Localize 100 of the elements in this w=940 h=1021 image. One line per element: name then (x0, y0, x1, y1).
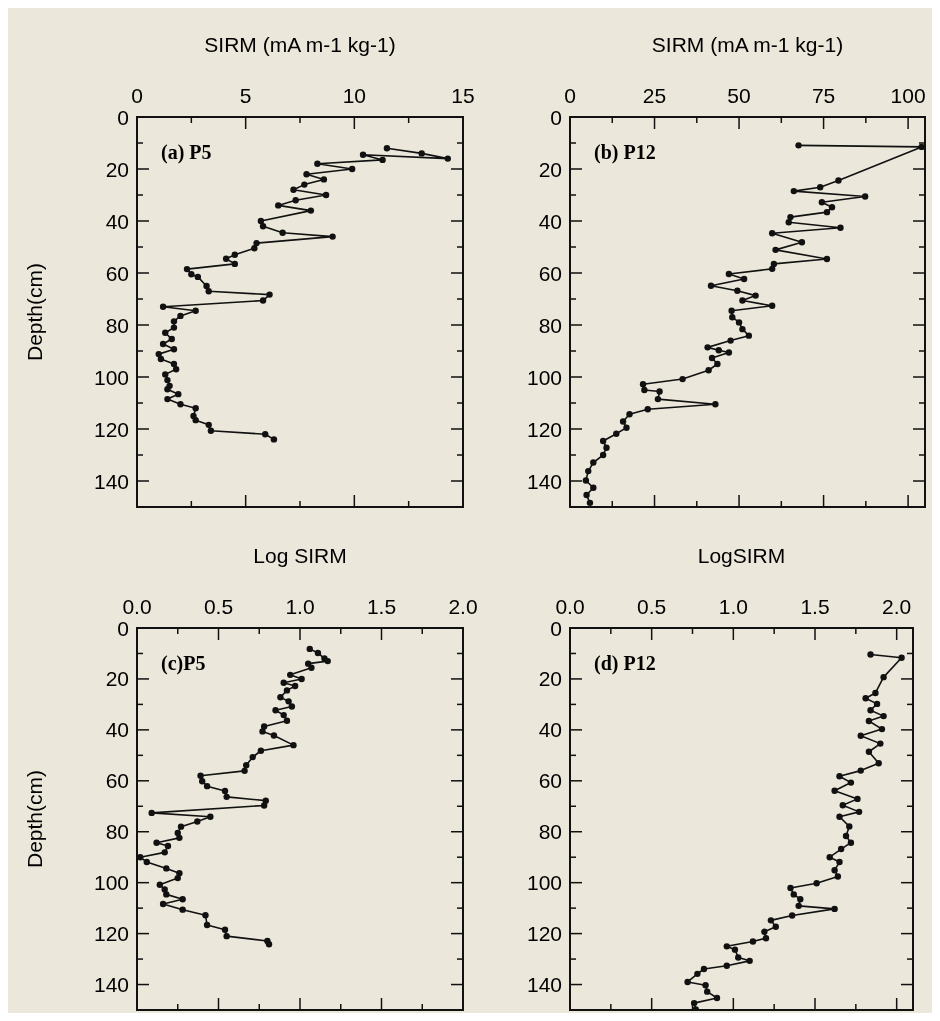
point (241, 767, 248, 775)
point (348, 165, 356, 173)
point (740, 275, 748, 283)
point (656, 388, 663, 395)
text: (b) P12 (594, 141, 656, 164)
y-tick-label: 140 (93, 469, 129, 493)
point (762, 934, 770, 942)
y-tick-label: 60 (105, 261, 129, 285)
point (790, 891, 797, 898)
point (306, 645, 313, 653)
point (283, 687, 291, 694)
point (168, 335, 175, 343)
point (202, 912, 209, 919)
point (308, 664, 315, 671)
point (159, 303, 167, 310)
x-tick-label: 1.5 (366, 595, 397, 618)
point (842, 832, 850, 840)
y-tick-label: 20 (538, 157, 562, 181)
point (283, 717, 291, 724)
point (768, 265, 776, 273)
point (322, 191, 330, 199)
y-tick-label: 40 (538, 209, 562, 233)
point (223, 932, 230, 940)
y-tick-label: 60 (105, 769, 129, 793)
point (707, 282, 715, 289)
point (320, 176, 328, 183)
point (314, 649, 322, 657)
x-axis-title: Log SIRM (253, 544, 347, 567)
y-tick-label: 80 (105, 313, 129, 337)
point (712, 401, 719, 408)
point (639, 381, 647, 388)
point (301, 181, 308, 188)
point (831, 866, 838, 874)
point (836, 813, 843, 820)
point (619, 418, 627, 425)
point (163, 891, 170, 898)
point (816, 184, 824, 191)
point (176, 834, 183, 842)
y-tick-label: 140 (93, 973, 129, 997)
point (795, 142, 802, 149)
point (583, 491, 590, 499)
x-axis-title: SIRM (mA m-1 kg-1) (651, 33, 844, 56)
point (865, 717, 873, 725)
point (222, 255, 230, 262)
point (613, 430, 620, 437)
point (444, 155, 451, 162)
point (275, 202, 282, 209)
point (836, 858, 843, 866)
point (818, 199, 826, 206)
point (205, 288, 212, 295)
point (798, 239, 806, 246)
x-tick-label: 0 (564, 84, 576, 107)
point (280, 679, 287, 686)
point (585, 467, 592, 475)
point (257, 747, 265, 754)
point (272, 707, 279, 714)
x-tick-label: 0.0 (122, 595, 152, 618)
x-tick-label: 75 (811, 84, 836, 107)
point (259, 297, 267, 304)
point (307, 207, 315, 214)
y-tick-label: 0 (117, 616, 129, 640)
text: (c)P5 (161, 652, 206, 675)
point (837, 845, 845, 853)
point (785, 219, 792, 226)
point (872, 689, 879, 697)
point (164, 376, 171, 384)
point (875, 760, 882, 767)
point (231, 251, 238, 258)
y-tick-label: 20 (105, 667, 129, 691)
y-tick-label: 60 (538, 769, 562, 793)
y-tick-label: 120 (526, 417, 562, 441)
point (865, 748, 873, 755)
point (694, 970, 701, 978)
point (878, 725, 886, 733)
point (379, 156, 386, 164)
point (280, 711, 287, 719)
point (582, 477, 590, 484)
point (418, 150, 425, 157)
x-axis-title: LogSIRM (697, 544, 786, 567)
point (243, 762, 250, 769)
point (735, 954, 742, 961)
y-tick-label: 80 (538, 313, 562, 337)
point (183, 265, 191, 273)
point (159, 900, 167, 908)
point (603, 444, 610, 451)
point (599, 437, 607, 445)
y-tick-label: 20 (105, 157, 129, 181)
point (723, 962, 730, 969)
point (170, 345, 178, 353)
point (831, 905, 838, 913)
point (188, 271, 195, 278)
point (157, 355, 165, 363)
point (177, 401, 184, 408)
point (221, 787, 229, 795)
point (690, 999, 698, 1007)
point (752, 292, 759, 299)
point (713, 994, 721, 1002)
y-tick-label: 100 (93, 871, 129, 895)
point (586, 499, 594, 507)
point (197, 772, 204, 779)
